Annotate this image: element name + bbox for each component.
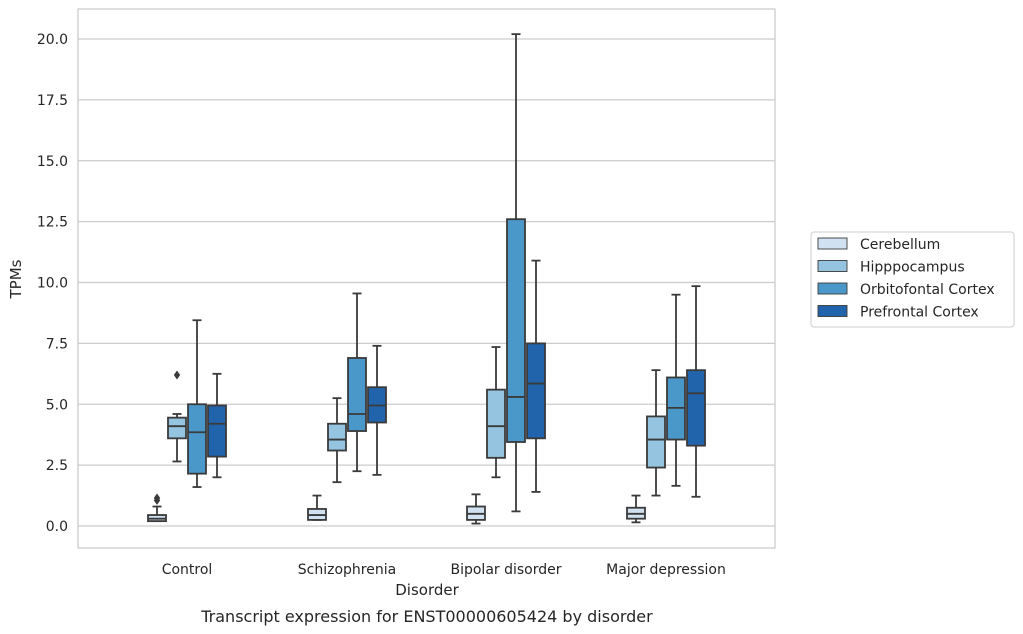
box-groups bbox=[147, 33, 706, 525]
plot-frame bbox=[77, 8, 776, 549]
box bbox=[347, 357, 367, 432]
category-group bbox=[466, 33, 546, 525]
y-tick-label: 0.0 bbox=[46, 519, 68, 535]
box bbox=[187, 403, 207, 475]
box bbox=[506, 218, 526, 443]
outlier-point bbox=[173, 370, 181, 380]
y-tick-label: 7.5 bbox=[46, 336, 68, 352]
x-tick-labels: Control Schizophrenia Bipolar disorder Majo… bbox=[162, 562, 726, 578]
y-tick-label: 12.5 bbox=[37, 215, 68, 231]
category-group bbox=[147, 319, 227, 523]
x-tick-label: Schizophrenia bbox=[298, 562, 396, 578]
box bbox=[526, 342, 546, 440]
x-tick-label: Bipolar disorder bbox=[450, 562, 561, 578]
box bbox=[686, 369, 706, 447]
y-tick-label: 17.5 bbox=[37, 93, 68, 109]
y-tick-label: 20.0 bbox=[37, 32, 68, 48]
y-tick-label: 15.0 bbox=[37, 154, 68, 170]
x-tick-label: Major depression bbox=[606, 562, 726, 578]
legend-swatch bbox=[817, 282, 848, 295]
y-tick-label: 5.0 bbox=[46, 397, 68, 413]
box bbox=[167, 416, 187, 440]
legend-label: Orbitofontal Cortex bbox=[860, 282, 995, 298]
box bbox=[207, 404, 227, 458]
x-axis-label: Disorder bbox=[395, 581, 459, 599]
y-axis-label: TPMs bbox=[7, 259, 25, 299]
x-tick-label: Control bbox=[162, 562, 213, 578]
legend-swatch bbox=[817, 305, 848, 317]
legend-label: Hipppocampus bbox=[860, 260, 965, 276]
box bbox=[646, 415, 666, 469]
legend-frame bbox=[810, 231, 1015, 328]
legend: Cerebellum Hipppocampus Orbitofontal Corte… bbox=[810, 231, 1015, 328]
y-tick-labels: 0.0 2.5 5.0 7.5 10.0 12.5 15.0 17.5 20.0 bbox=[37, 32, 68, 535]
y-tick-label: 10.0 bbox=[37, 276, 68, 292]
legend-swatch bbox=[817, 260, 848, 272]
legend-label: Prefrontal Cortex bbox=[860, 305, 979, 321]
legend-label: Cerebellum bbox=[860, 237, 940, 253]
chart-caption: Transcript expression for ENST0000060542… bbox=[200, 607, 653, 626]
box bbox=[327, 422, 347, 452]
category-group bbox=[307, 292, 387, 521]
legend-swatch bbox=[817, 237, 848, 250]
category-group bbox=[626, 285, 706, 524]
y-tick-label: 2.5 bbox=[46, 458, 68, 474]
box bbox=[486, 388, 506, 459]
outlier-point bbox=[153, 493, 161, 503]
